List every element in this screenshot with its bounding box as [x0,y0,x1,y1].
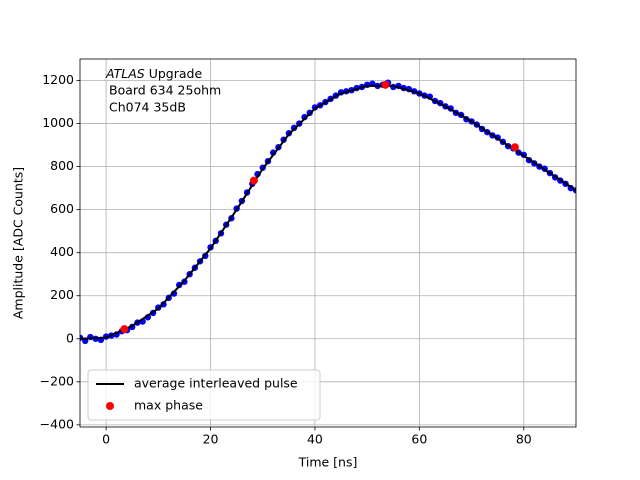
point [381,80,390,89]
axes-frame [79,58,577,428]
y-tick-label: 800 [50,158,74,173]
annotation-text: Upgrade [149,66,203,81]
x-tick-label: 60 [411,432,427,447]
y-tick-label: 200 [50,287,74,302]
point [170,290,178,297]
legend-label: average interleaved pulse [134,376,298,391]
legend-label: max phase [134,398,203,413]
x-tick-label: 20 [203,432,219,447]
x-tick-label: 0 [102,432,110,447]
point [249,176,258,185]
point [510,143,519,152]
y-tick-label: 1000 [42,115,74,130]
legend-marker [106,402,114,410]
y-tick-label: 0 [66,330,74,345]
legend-box [87,369,321,421]
point [120,325,129,334]
x-tick-label: 80 [516,432,532,447]
annotation: ATLAS Upgrade [105,66,202,81]
annotation-italic: ATLAS [105,66,145,81]
y-tick-label: 1200 [42,72,74,87]
x-axis-label: Time [ns] [298,455,358,470]
y-axis-label: Amplitude [ADC Counts] [11,167,26,319]
annotation: Board 634 25ohm [109,83,221,98]
point [301,113,308,121]
y-tick-label: 400 [50,244,74,259]
y-tick-label: −400 [40,416,74,431]
y-tick-label: 600 [50,201,74,216]
y-tick-label: −200 [40,373,74,388]
line [80,84,576,340]
plot-area [80,79,576,345]
x-tick-label: 40 [307,432,323,447]
annotation: Ch074 35dB [109,100,186,115]
